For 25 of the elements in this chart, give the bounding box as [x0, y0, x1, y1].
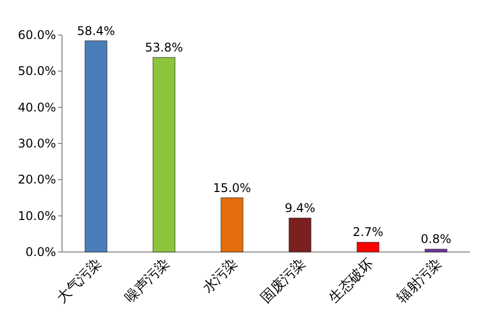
bar: [220, 198, 244, 252]
y-tick-label: 20.0%: [18, 172, 56, 187]
y-tick-label: 0.0%: [26, 245, 56, 259]
y-tick-label: 60.0%: [18, 28, 56, 42]
data-label: 0.8%: [420, 232, 452, 246]
bar: [288, 218, 312, 252]
bar: [84, 40, 108, 252]
data-label: 2.7%: [352, 225, 384, 240]
x-tick-label: 生态破坏: [326, 256, 377, 306]
bar: [152, 57, 176, 252]
y-tick-label: 30.0%: [18, 136, 56, 150]
x-tick-label: 噪声污染: [122, 256, 173, 306]
y-tick-label: 40.0%: [18, 100, 56, 114]
x-tick-label: 大气污染: [54, 256, 105, 306]
data-label: 58.4%: [76, 24, 116, 38]
data-label: 9.4%: [284, 201, 316, 216]
data-label: 15.0%: [212, 180, 252, 195]
data-label: 53.8%: [144, 40, 184, 54]
x-tick-label: 水污染: [200, 256, 241, 297]
y-tick-label: 10.0%: [18, 208, 56, 223]
y-tick-label: 50.0%: [18, 64, 56, 78]
x-tick-label: 固废污染: [258, 256, 309, 306]
bar: [424, 248, 448, 252]
x-tick-label: 辐射污染: [394, 256, 445, 306]
bar: [356, 242, 380, 252]
